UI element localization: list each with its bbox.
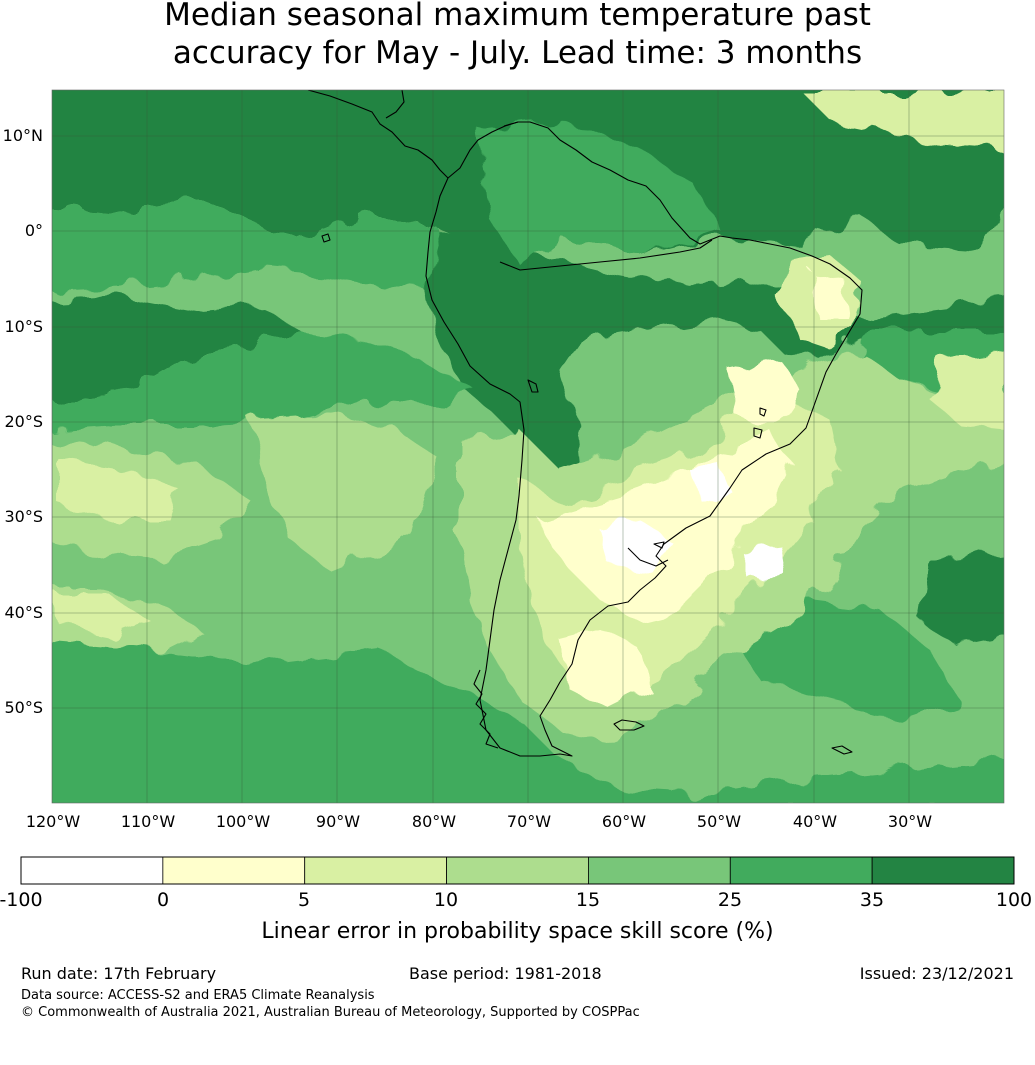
lon-label-100w: 100°W xyxy=(215,812,271,831)
chart-title: Median seasonal maximum temperature past… xyxy=(0,0,1035,72)
zone-yellowgreen-sw xyxy=(52,595,150,635)
colorbar-segment xyxy=(588,856,731,885)
lon-label-70w: 70°W xyxy=(506,812,552,831)
map-frame xyxy=(51,89,1005,804)
colorbar-tick-label: 35 xyxy=(859,889,885,911)
lon-label-90w: 90°W xyxy=(315,812,361,831)
zone-paleyellow-central xyxy=(540,430,790,620)
zone-negative-1 xyxy=(600,520,670,570)
colorbar-title: Linear error in probability space skill … xyxy=(261,919,774,944)
zone-yellowgreen-north xyxy=(800,90,1004,150)
zone-yellowgreen-pacific xyxy=(60,460,180,520)
zone-pale-mid-pacific xyxy=(250,415,440,570)
lon-label-60w: 60°W xyxy=(601,812,647,831)
zone-yellowgreen-east-atl xyxy=(930,350,1004,430)
lat-label-40s: 40°S xyxy=(4,603,43,622)
coastline-lake-titicaca xyxy=(527,379,539,393)
colorbar-segment xyxy=(446,856,589,885)
colorbar-tick-label: 5 xyxy=(297,889,311,911)
coastline-chile-fjords xyxy=(473,669,499,749)
colorbar-segment xyxy=(871,856,1015,885)
lat-label-20s: 20°S xyxy=(4,412,43,431)
run-date: Run date: 17th February xyxy=(21,964,217,983)
coastline-central-america-north xyxy=(385,90,405,119)
zone-paleyellow-east xyxy=(730,360,800,420)
zone-dark-amazon xyxy=(425,230,1004,500)
colorbar-tick-label: 10 xyxy=(433,889,459,911)
zone-medium-patagonia-atl xyxy=(720,600,960,720)
lat-label-10s: 10°S xyxy=(4,317,43,336)
lat-label-30s: 30°S xyxy=(4,507,43,526)
lat-label-10n: 10°N xyxy=(2,126,43,145)
zone-medium-east-pacific xyxy=(52,200,440,290)
zone-negative-2 xyxy=(690,465,730,500)
zone-dark-west-pacific xyxy=(52,295,300,406)
zone-medium-tropical-pacific xyxy=(52,330,470,430)
coastline-south-georgia xyxy=(831,745,853,755)
coastline-galapagos xyxy=(321,233,331,243)
skill-field xyxy=(52,90,1004,803)
lon-label-80w: 80°W xyxy=(411,812,457,831)
coastline-falklands xyxy=(613,719,645,731)
colorbar-segment xyxy=(20,856,164,885)
colorbar-tick-label: 15 xyxy=(575,889,601,911)
lon-label-30w: 30°W xyxy=(887,812,933,831)
colorbar-tick-label: 0 xyxy=(156,889,170,911)
zone-paleyellow-ne xyxy=(810,270,850,320)
title-line-2: accuracy for May - July. Lead time: 3 mo… xyxy=(172,35,863,71)
lat-label-0: 0° xyxy=(24,221,43,240)
data-source: Data source: ACCESS-S2 and ERA5 Climate … xyxy=(21,988,375,1003)
lat-label-50s: 50°S xyxy=(4,698,43,717)
lon-label-120w: 120°W xyxy=(25,812,81,831)
zone-medium-guiana xyxy=(480,120,720,265)
colorbar-segment xyxy=(162,856,306,885)
coastline-amazon-river xyxy=(499,239,713,271)
copyright: © Commonwealth of Australia 2021, Austra… xyxy=(21,1005,640,1020)
coastline-south-america xyxy=(425,121,863,757)
coastline-lagoons xyxy=(653,407,767,549)
colorbar-segment xyxy=(304,856,447,885)
colorbar-tick-label: -100 xyxy=(0,889,43,911)
issued-date: Issued: 23/12/2021 xyxy=(859,964,1014,983)
coastlines xyxy=(307,90,863,757)
colorbar-frame xyxy=(20,856,1015,885)
base-period: Base period: 1981-2018 xyxy=(409,964,602,983)
zone-negative-3 xyxy=(740,545,785,580)
title-line-1: Median seasonal maximum temperature past xyxy=(164,0,871,33)
zone-paleyellow-south xyxy=(560,630,650,710)
colorbar-segment xyxy=(729,856,873,885)
coastline-central-america xyxy=(307,90,519,179)
gridlines xyxy=(52,90,1004,803)
coastline-rio-de-la-plata xyxy=(627,547,669,567)
colorbar-tick-label: 100 xyxy=(995,889,1033,911)
zone-medium-south xyxy=(52,640,1004,803)
lon-label-50w: 50°W xyxy=(696,812,742,831)
colorbar-tick-label: 25 xyxy=(717,889,743,911)
zone-dark-east-atlantic xyxy=(920,550,1004,650)
lon-label-40w: 40°W xyxy=(792,812,838,831)
lon-label-110w: 110°W xyxy=(120,812,176,831)
